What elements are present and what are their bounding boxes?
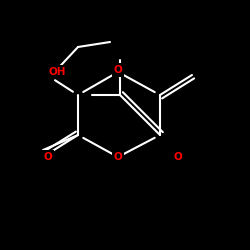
Text: O: O <box>44 152 52 162</box>
Text: OH: OH <box>48 67 66 77</box>
Text: O: O <box>114 65 122 75</box>
Text: O: O <box>114 152 122 162</box>
Text: O: O <box>174 152 182 162</box>
